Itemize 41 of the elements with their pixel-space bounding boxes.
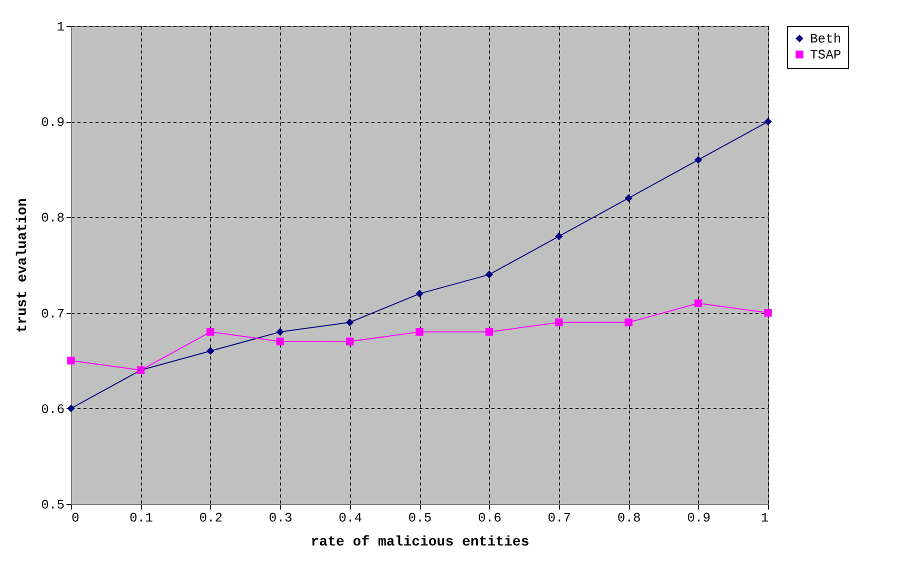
point <box>624 318 632 326</box>
x-tick-label: 0.4 <box>338 510 362 526</box>
point <box>694 156 702 164</box>
point <box>67 356 75 364</box>
legend-label: TSAP <box>810 48 842 62</box>
point <box>555 318 563 326</box>
x-tick-label: 0.2 <box>199 510 223 526</box>
x-tick-label: 0.5 <box>408 510 432 526</box>
point <box>276 338 284 346</box>
x-tick-label: 0 <box>72 510 80 526</box>
legend-label: Beth <box>810 32 842 46</box>
point <box>346 338 354 346</box>
y-axis-title: trust evaluation <box>15 198 32 333</box>
point <box>67 404 75 412</box>
point <box>346 318 354 326</box>
x-axis-title: rate of malicious entities <box>310 534 530 550</box>
point <box>485 328 494 336</box>
point <box>416 290 424 298</box>
point <box>206 328 214 336</box>
point <box>416 328 424 336</box>
x-tick-label: 0.6 <box>478 510 502 526</box>
x-tick-label: 0.7 <box>548 510 572 526</box>
point <box>694 299 702 308</box>
y-tick-label: 0.5 <box>41 498 64 512</box>
x-tick-label: 0.8 <box>617 510 641 526</box>
point <box>206 347 214 355</box>
x-tick-label: 0.3 <box>268 510 292 526</box>
point <box>764 118 772 126</box>
y-tick-label: 0.7 <box>41 306 64 322</box>
x-tick-label: 0.9 <box>687 510 711 526</box>
y-tick-label: 1 <box>56 20 65 34</box>
point <box>624 194 632 202</box>
point <box>485 270 494 278</box>
point <box>555 232 563 240</box>
y-tick-label: 0.8 <box>41 210 64 226</box>
x-tick-label: 0.1 <box>129 510 154 526</box>
point <box>276 328 284 336</box>
y-tick-label: 0.6 <box>41 402 64 417</box>
x-tick-label: 1 <box>760 510 769 526</box>
point <box>764 308 772 317</box>
y-tick-label: 0.9 <box>41 115 64 130</box>
